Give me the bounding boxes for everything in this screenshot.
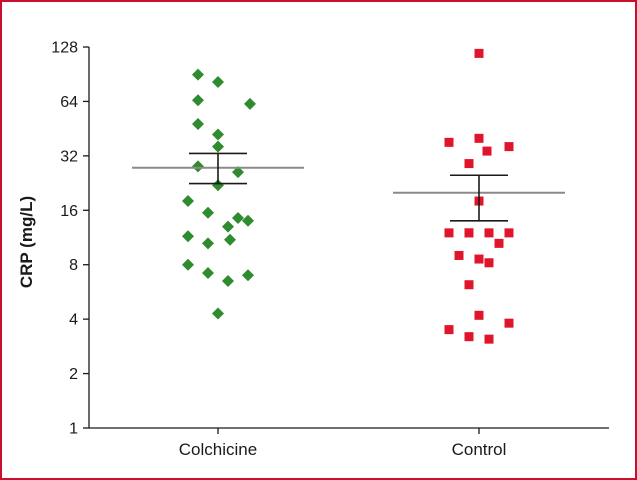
diamond-marker [212,140,224,153]
y-axis-title: CRP (mg/L) [17,196,36,288]
square-marker [504,142,514,152]
square-marker [464,332,474,342]
x-axis: Colchicine Control [89,427,609,459]
y-tick-label: 64 [60,94,78,111]
square-marker [464,280,474,290]
y-axis: 1 2 4 8 16 32 64 128 [51,40,90,438]
square-marker [464,228,474,238]
series-colchicine [132,68,304,320]
square-marker [474,310,484,320]
diamond-marker [182,195,194,208]
square-marker [454,250,464,260]
diamond-marker [212,75,224,88]
square-marker [484,258,494,268]
y-tick-label: 8 [69,257,78,274]
square-marker [482,146,492,156]
square-marker [464,159,474,169]
diamond-marker [202,237,214,250]
diamond-marker [192,160,204,173]
diamond-marker [222,275,234,288]
y-tick-label: 32 [60,148,78,165]
y-tick-label: 2 [69,366,78,383]
square-marker [494,238,504,248]
square-marker [474,254,484,264]
diamond-marker [182,230,194,243]
square-marker [504,228,514,238]
diamond-marker [244,97,256,110]
square-marker [474,48,484,58]
square-marker [444,137,454,147]
y-tick-label: 1 [69,421,78,438]
diamond-marker [192,118,204,131]
diamond-marker [222,220,234,233]
x-tick-label: Colchicine [179,440,257,459]
square-marker [484,228,494,238]
y-tick-label: 16 [60,203,78,220]
x-tick-label: Control [452,440,507,459]
y-tick-label: 128 [51,40,78,57]
series-control [393,48,565,344]
diamond-marker [212,307,224,320]
diamond-marker [242,214,254,227]
diamond-marker [212,128,224,141]
y-tick-label: 4 [69,312,78,329]
diamond-marker [242,269,254,282]
square-marker [484,334,494,344]
square-marker [504,318,514,328]
plot-marks [132,48,565,344]
diamond-marker [192,68,204,81]
square-marker [474,133,484,143]
diamond-marker [212,179,224,192]
square-marker [444,325,454,335]
diamond-marker [202,266,214,279]
diamond-marker [182,258,194,271]
diamond-marker [232,166,244,179]
diamond-marker [232,212,244,225]
square-marker [444,228,454,238]
diamond-marker [192,94,204,107]
diamond-marker [224,233,236,246]
diamond-marker [202,206,214,219]
